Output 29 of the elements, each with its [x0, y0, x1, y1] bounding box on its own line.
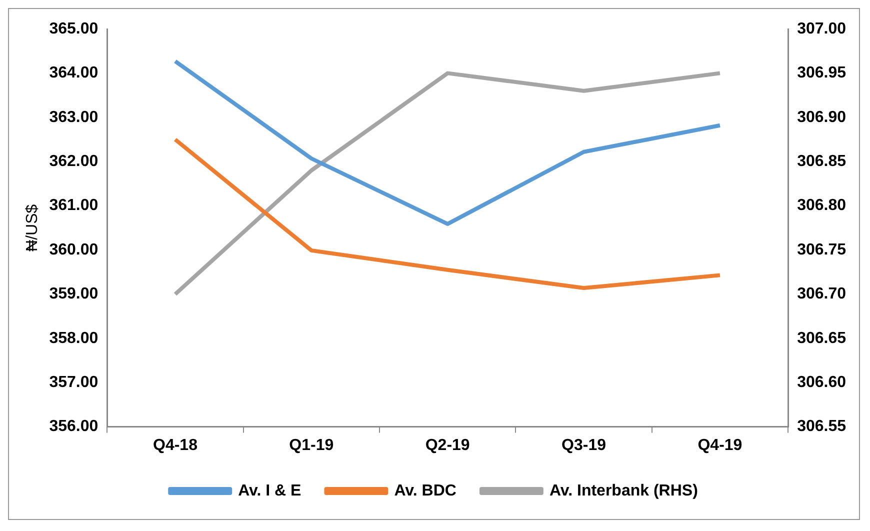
y2-tick-label: 306.65 [797, 330, 846, 347]
legend-label: Av. Interbank (RHS) [549, 482, 698, 500]
y-tick-label: 357.00 [49, 374, 98, 392]
y2-tick-label: 306.60 [797, 374, 846, 392]
y-tick-label: 358.00 [49, 330, 98, 347]
y2-tick-label: 306.85 [797, 153, 846, 170]
y2-tick-label: 306.80 [797, 197, 846, 214]
y2-tick-label: 307.00 [797, 20, 846, 38]
y-tick-label: 359.00 [49, 286, 98, 303]
y2-tick-label: 306.70 [797, 286, 846, 303]
y-tick-label: 362.00 [49, 153, 98, 170]
y-tick-label: 365.00 [49, 20, 98, 38]
y2-tick-label: 306.95 [797, 64, 846, 82]
y2-tick-label: 306.90 [797, 108, 846, 126]
y-tick-label: 360.00 [49, 241, 98, 258]
legend-label: Av. BDC [394, 482, 457, 500]
x-tick-label: Q3-19 [562, 436, 606, 454]
y-tick-label: 363.00 [49, 108, 98, 126]
x-tick-label: Q4-18 [152, 436, 198, 454]
y-tick-label: 361.00 [49, 197, 98, 214]
x-tick-label: Q2-19 [425, 436, 470, 454]
x-tick-label: Q4-19 [698, 436, 742, 454]
y-tick-label: 356.00 [49, 418, 98, 436]
legend-label: Av. I & E [238, 482, 302, 500]
x-tick-label: Q1-19 [289, 436, 334, 454]
y-tick-label: 364.00 [49, 64, 98, 82]
y2-tick-label: 306.55 [797, 418, 846, 436]
y2-tick-label: 306.75 [797, 241, 846, 258]
y-axis-title: ₦/US$ [24, 204, 42, 252]
